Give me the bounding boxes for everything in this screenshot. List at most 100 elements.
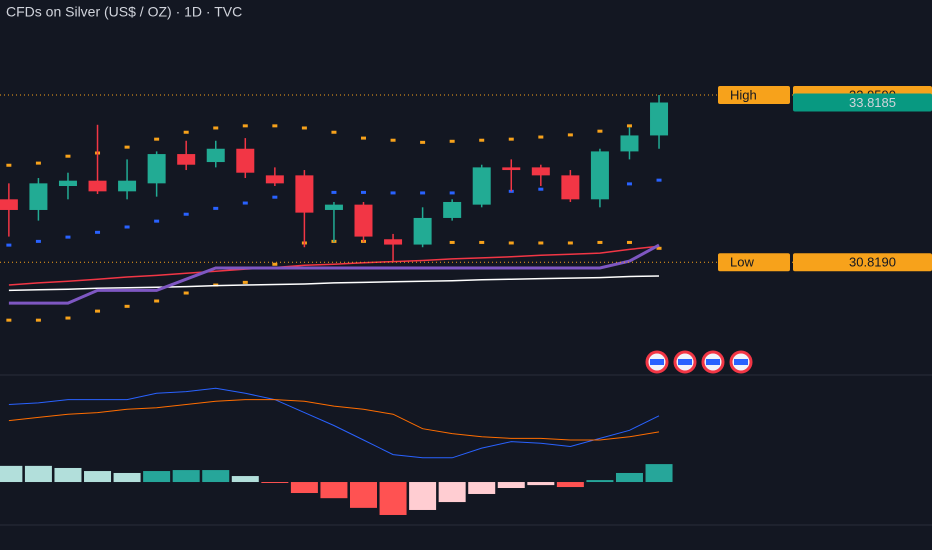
candle-body [472, 167, 491, 205]
indicator-dot [390, 138, 396, 142]
indicator-line [8, 245, 660, 286]
flag-stripe [678, 359, 692, 365]
indicator-dot [449, 191, 455, 195]
indicator-dot [597, 240, 603, 244]
histogram-bar [409, 482, 437, 510]
marker-value-box [793, 253, 932, 272]
candle-body [206, 148, 225, 163]
candle-body [177, 154, 196, 165]
histogram-bar [350, 482, 378, 508]
flag-stripe [650, 359, 664, 365]
histogram-bar [320, 482, 348, 499]
candle-body [118, 180, 137, 192]
candle-body [236, 148, 255, 173]
indicator-dot [567, 133, 573, 137]
indicator-line [8, 399, 660, 441]
histogram-bar [527, 482, 555, 486]
indicator-dot [6, 163, 12, 167]
flag-stripe [706, 359, 720, 365]
indicator-dot [597, 129, 603, 133]
indicator-dot [449, 240, 455, 244]
histogram-bar [438, 482, 466, 503]
indicator-dot [154, 219, 160, 223]
indicator-dot [154, 299, 160, 303]
indicator-dot [154, 137, 160, 141]
candle-body [295, 175, 314, 213]
indicator-line [8, 387, 660, 459]
indicator-dot [124, 304, 130, 308]
indicator-dot [420, 140, 426, 144]
indicator-dot [479, 240, 485, 244]
candle-body [620, 135, 639, 152]
indicator-dot [6, 318, 12, 322]
indicator-dot [6, 243, 12, 247]
candle-body [265, 175, 284, 184]
histogram-bar [290, 482, 318, 494]
indicator-dot [538, 187, 544, 191]
indicator-dot [183, 212, 189, 216]
indicator-dot [272, 124, 278, 128]
histogram-bar [24, 465, 52, 483]
indicator-dot [626, 124, 632, 128]
indicator-dot [420, 191, 426, 195]
candle-body [443, 201, 462, 218]
indicator-dot [508, 241, 514, 245]
histogram-bar [468, 482, 496, 494]
indicator-dot [449, 139, 455, 143]
candle-body [561, 175, 580, 200]
marks [0, 94, 800, 515]
histogram-bar [261, 482, 289, 483]
indicator-dot [35, 161, 41, 165]
histogram-bar [231, 476, 259, 483]
histogram-bar [0, 465, 23, 483]
flag-stripe [734, 359, 748, 365]
indicator-dot [65, 235, 71, 239]
candle-body [590, 151, 609, 200]
indicator-dot [65, 316, 71, 320]
indicator-dot [479, 138, 485, 142]
candle-body [413, 217, 432, 245]
indicator-dot [35, 318, 41, 322]
indicator-dot [95, 309, 101, 313]
histogram-bar [172, 470, 200, 483]
histogram-bar [615, 472, 643, 483]
histogram-bar [556, 482, 584, 488]
indicator-dot [361, 190, 367, 194]
indicator-dot [35, 239, 41, 243]
marker-name: Low [730, 255, 754, 270]
histogram-bar [202, 470, 230, 483]
marker-value: 30.8190 [849, 255, 896, 270]
last-price-box [793, 93, 932, 112]
indicator-dot [65, 154, 71, 158]
candle-body [58, 180, 77, 187]
indicator-dot [508, 137, 514, 141]
candle-body [650, 102, 669, 136]
candle-body [88, 180, 107, 192]
candle-body [531, 167, 550, 176]
histogram-bar [645, 464, 673, 483]
candle-body [502, 167, 521, 171]
indicator-dot [183, 130, 189, 134]
indicator-line [8, 243, 660, 305]
indicator-dot [538, 135, 544, 139]
candle-body [384, 239, 403, 245]
indicator-dot [656, 178, 662, 182]
histogram-bar [379, 482, 407, 515]
indicator-dot [390, 191, 396, 195]
indicator-dot [124, 225, 130, 229]
indicator-dot [538, 241, 544, 245]
indicator-dot [331, 190, 337, 194]
chart-title: CFDs on Silver (US$ / OZ) · 1D · TVC [6, 4, 242, 20]
histogram-bar [54, 467, 82, 483]
indicator-dot [331, 130, 337, 134]
candle-body [0, 199, 18, 210]
indicator-dot [213, 126, 219, 130]
indicator-dot [567, 241, 573, 245]
indicator-dot [626, 182, 632, 186]
indicator-dot [242, 201, 248, 205]
last-price-label: 33.8185 [849, 95, 896, 110]
indicator-dot [361, 136, 367, 140]
